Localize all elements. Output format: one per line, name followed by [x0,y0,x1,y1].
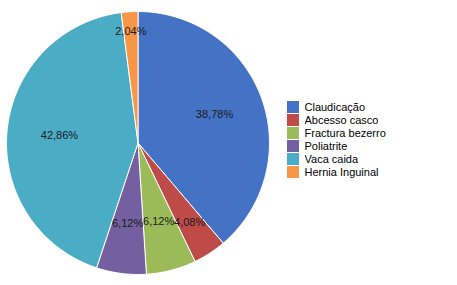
html-text:Vaca caida: Vaca caida [304,152,359,165]
svg-text:2,04%: 2,04% [115,25,146,37]
html-text:Abcesso casco: Abcesso casco [304,113,379,126]
html-text:Fractura bezerro: Fractura bezerro [304,126,386,139]
html-text:Claudicação: Claudicação [304,100,365,113]
svg-text:4,08%: 4,08% [174,216,205,228]
svg-text:6,12%: 6,12% [143,215,174,227]
svg-text:6,12%: 6,12% [112,217,143,229]
html-text:Poliatrite: Poliatrite [304,139,348,152]
svg-text:38,78%: 38,78% [196,108,234,120]
svg-text:42,86%: 42,86% [41,129,79,141]
html-text:Hernia Inguinal: Hernia Inguinal [304,165,379,178]
